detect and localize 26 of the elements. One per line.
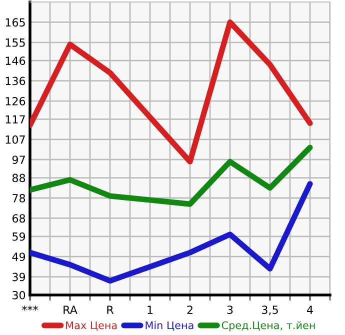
y-tick-label: 78 bbox=[12, 194, 26, 202]
y-tick-label: 59 bbox=[12, 232, 26, 241]
legend-label: Сред.Цена, т.йен bbox=[222, 321, 315, 332]
y-tick-label: 39 bbox=[12, 272, 26, 282]
x-tick-label: 4 bbox=[307, 306, 313, 314]
y-tick-label: 49 bbox=[12, 252, 26, 261]
y-tick-label: 97 bbox=[12, 156, 25, 164]
y-tick-label: 146 bbox=[6, 56, 26, 65]
legend-label: Min Цена bbox=[146, 321, 194, 331]
y-tick-label: 30 bbox=[12, 290, 26, 300]
y-tick-label: 136 bbox=[6, 76, 26, 86]
y-tick-label: 165 bbox=[6, 18, 25, 27]
x-tick-label: *** bbox=[22, 306, 38, 311]
x-tick-label: R bbox=[107, 306, 114, 314]
y-tick-label: 117 bbox=[6, 115, 25, 124]
x-tick-label: RA bbox=[64, 306, 78, 314]
legend-label: Max Цена bbox=[66, 321, 117, 331]
x-tick-label: 3 bbox=[227, 306, 233, 314]
y-tick-label: 155 bbox=[6, 38, 25, 47]
y-tick-label: 88 bbox=[12, 174, 26, 182]
y-tick-label: 107 bbox=[6, 135, 25, 144]
x-tick-label: 3,5 bbox=[262, 306, 278, 316]
y-tick-label: 68 bbox=[12, 214, 26, 223]
y-tick-label: 126 bbox=[6, 96, 26, 106]
x-tick-label: 2 bbox=[187, 306, 192, 314]
x-tick-label: 1 bbox=[148, 306, 153, 314]
